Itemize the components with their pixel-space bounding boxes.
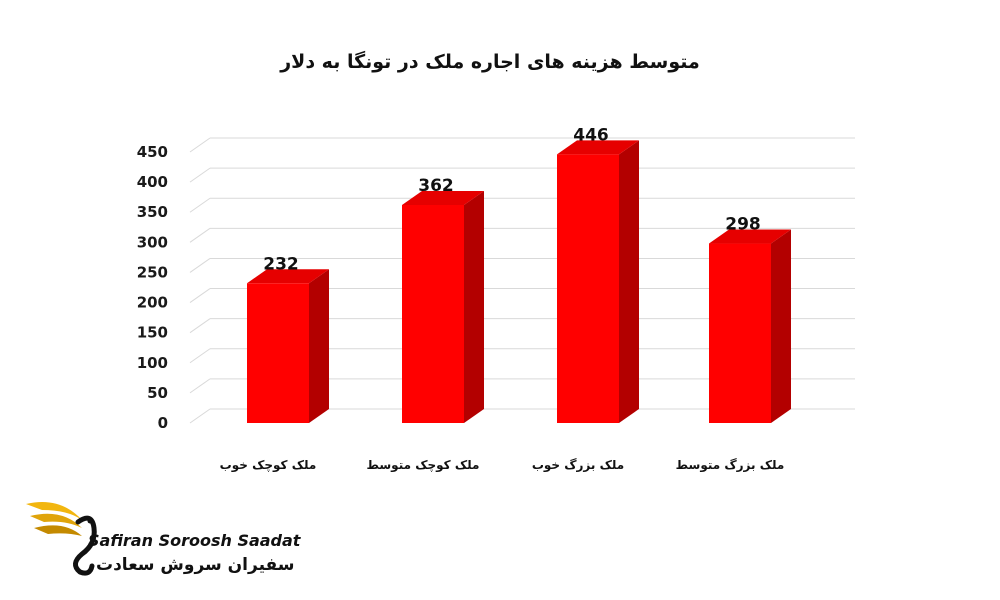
- bar: [557, 140, 639, 424]
- x-axis-categories: ملک کوچک خوب ملک کوچک متوسط ملک بزرگ خوب مل…: [220, 457, 785, 473]
- data-labels: 232 362 446 298: [263, 125, 761, 274]
- gridline-depth: [189, 167, 211, 183]
- y-tick-label: 100: [137, 354, 168, 372]
- gridline-depth: [189, 378, 211, 394]
- gridline-depth: [189, 227, 211, 243]
- bar-front: [247, 283, 309, 423]
- wing-icon: [26, 502, 82, 536]
- chart-title: متوسط هزینه های اجاره ملک در تونگا به دل…: [279, 50, 700, 73]
- y-tick-label: 350: [137, 203, 168, 221]
- bar: [709, 229, 791, 423]
- y-tick-label: 250: [137, 263, 168, 281]
- category-label: ملک کوچک خوب: [220, 458, 317, 473]
- data-label: 446: [573, 125, 609, 145]
- bar: [247, 269, 329, 423]
- y-tick-label: 50: [147, 384, 168, 402]
- bar-side: [309, 269, 329, 423]
- category-label: ملک بزرگ متوسط: [676, 457, 785, 473]
- data-label: 232: [263, 254, 299, 274]
- bar-top: [557, 140, 639, 155]
- gridline-depth: [189, 408, 211, 424]
- bar: [402, 190, 484, 423]
- brand-name-en: Safiran Soroosh Saadat: [88, 531, 301, 550]
- bar-front: [402, 204, 464, 423]
- bar-top: [709, 229, 791, 244]
- brand-logo: [26, 502, 97, 576]
- data-label: 362: [418, 176, 454, 196]
- gridline-depth: [189, 137, 211, 153]
- bar-side: [771, 229, 791, 423]
- bar-front: [557, 154, 619, 424]
- gridline-depth: [189, 197, 211, 213]
- y-tick-label: 300: [137, 233, 168, 251]
- y-tick-label: 150: [137, 324, 168, 342]
- bar-top: [247, 269, 329, 284]
- bar-front: [709, 243, 771, 423]
- gridline-depth: [189, 348, 211, 364]
- category-label: ملک بزرگ خوب: [532, 457, 624, 473]
- gridline-depth: [189, 318, 211, 334]
- y-tick-label: 450: [137, 143, 168, 161]
- bar-side: [464, 190, 484, 423]
- y-tick-label: 400: [137, 173, 168, 191]
- gridline-depth: [189, 288, 211, 303]
- y-tick-label: 200: [137, 294, 168, 312]
- y-axis-ticks: 0 50 100 150 200 250 300 350 400 450: [137, 143, 168, 432]
- brand-name-fa: سفیران سروش سعادت: [96, 555, 295, 575]
- y-tick-label: 0: [158, 414, 168, 432]
- category-label: ملک کوچک متوسط: [367, 458, 480, 473]
- bar-side: [619, 140, 639, 424]
- bar-top: [402, 190, 484, 205]
- chart-bars: [247, 140, 791, 424]
- data-label: 298: [725, 215, 761, 235]
- gridline-depth: [189, 258, 211, 273]
- swan-icon: [73, 515, 97, 576]
